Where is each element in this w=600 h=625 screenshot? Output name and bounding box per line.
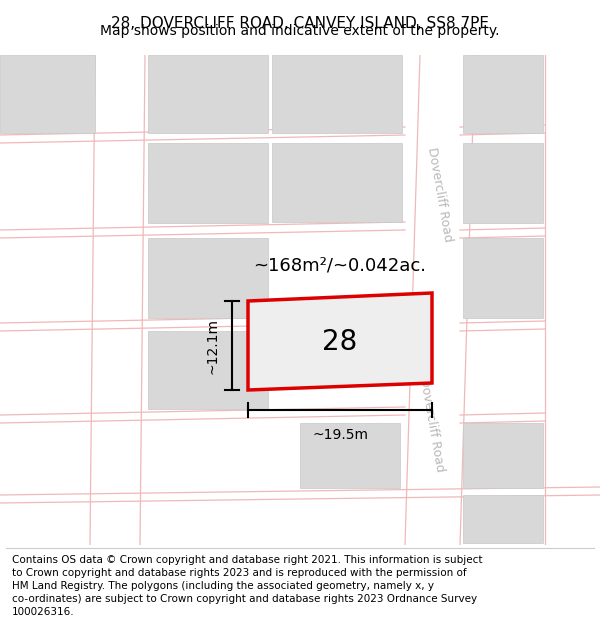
Bar <box>148 143 268 223</box>
Polygon shape <box>405 55 475 545</box>
Bar <box>272 143 402 222</box>
Bar <box>0 55 95 133</box>
Bar <box>148 331 268 409</box>
Bar <box>148 238 268 318</box>
Text: Contains OS data © Crown copyright and database right 2021. This information is : Contains OS data © Crown copyright and d… <box>12 554 482 564</box>
Bar <box>463 143 543 223</box>
Polygon shape <box>248 293 432 390</box>
Text: 28: 28 <box>322 328 358 356</box>
Text: 100026316.: 100026316. <box>12 608 74 618</box>
Text: Map shows position and indicative extent of the property.: Map shows position and indicative extent… <box>100 24 500 39</box>
Polygon shape <box>545 55 600 545</box>
Bar <box>148 55 268 133</box>
Text: co-ordinates) are subject to Crown copyright and database rights 2023 Ordnance S: co-ordinates) are subject to Crown copyr… <box>12 594 477 604</box>
Text: to Crown copyright and database rights 2023 and is reproduced with the permissio: to Crown copyright and database rights 2… <box>12 568 467 578</box>
Text: ~168m²/~0.042ac.: ~168m²/~0.042ac. <box>254 256 427 274</box>
Text: ~12.1m: ~12.1m <box>206 318 220 374</box>
Bar <box>272 55 402 133</box>
Text: HM Land Registry. The polygons (including the associated geometry, namely x, y: HM Land Registry. The polygons (includin… <box>12 581 434 591</box>
Text: Dovercliff Road: Dovercliff Road <box>417 377 447 473</box>
Bar <box>463 238 543 318</box>
Bar <box>300 423 400 488</box>
Bar <box>463 423 543 488</box>
Text: 28, DOVERCLIFF ROAD, CANVEY ISLAND, SS8 7PE: 28, DOVERCLIFF ROAD, CANVEY ISLAND, SS8 … <box>111 16 489 31</box>
Text: ~19.5m: ~19.5m <box>312 428 368 442</box>
Bar <box>463 495 543 543</box>
Bar <box>463 55 543 133</box>
Text: Dovercliff Road: Dovercliff Road <box>425 147 455 243</box>
